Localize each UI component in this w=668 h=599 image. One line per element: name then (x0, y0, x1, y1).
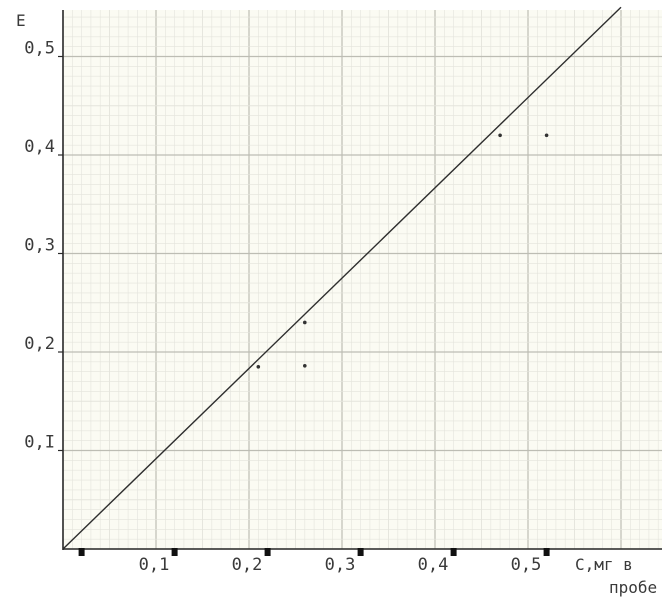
graph-paper (63, 10, 662, 549)
data-point (303, 320, 307, 325)
y-ticks: 0,I 0,2 0,3 0,4 0,5 (24, 39, 63, 453)
x-tick-label: 0,4 (418, 555, 449, 575)
calibration-line (62, 6, 622, 550)
data-point (256, 364, 261, 369)
data-point (498, 133, 502, 138)
y-tick-label: 0,5 (24, 39, 55, 59)
x-tick-label: 0,3 (325, 555, 356, 575)
x-tick-marker (357, 548, 364, 556)
data-point (544, 133, 549, 138)
x-ticks: 0,1 0,2 0,3 0,4 0,5 (78, 548, 550, 575)
x-tick-marker (450, 548, 457, 556)
y-tick-label: 0,3 (24, 236, 55, 256)
x-tick-marker (543, 548, 550, 556)
x-axis-label-line2: пробе (609, 578, 657, 597)
x-tick-marker (264, 548, 271, 556)
x-tick-label: 0,5 (511, 555, 542, 575)
y-tick-label: 0,I (24, 433, 55, 453)
y-tick-label: 0,4 (24, 137, 55, 157)
x-axis-label-line1: С,мг в (575, 555, 633, 574)
series-layer (62, 6, 622, 550)
x-tick-marker (171, 548, 178, 556)
y-tick-label: 0,2 (24, 334, 55, 354)
x-tick-marker (78, 548, 85, 556)
data-point (303, 363, 307, 368)
x-tick-label: 0,1 (139, 555, 170, 575)
x-tick-label: 0,2 (232, 555, 263, 575)
y-axis-label: E (16, 11, 26, 30)
